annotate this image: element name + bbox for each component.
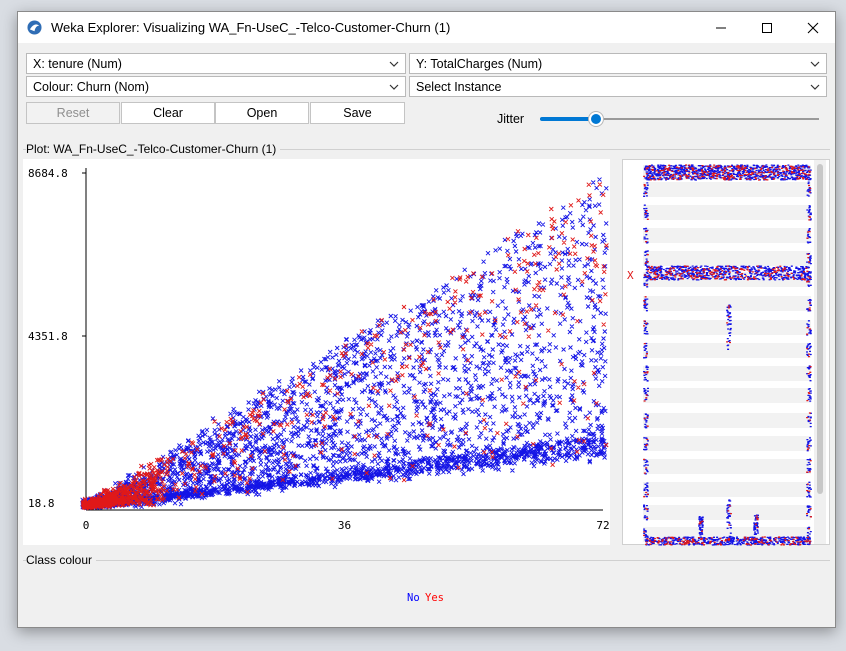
y-axis-select-value: Y: TotalCharges (Num) xyxy=(416,57,543,71)
attribute-bar-bg[interactable] xyxy=(643,296,811,311)
attribute-bar-bg[interactable] xyxy=(643,482,811,497)
attribute-points-yes[interactable] xyxy=(643,164,812,546)
colour-select-value: Colour: Churn (Nom) xyxy=(33,80,150,94)
weka-window: Weka Explorer: Visualizing WA_Fn-UseC_-T… xyxy=(17,11,836,628)
attribute-bars[interactable]: X xyxy=(623,160,831,546)
close-button[interactable] xyxy=(790,12,835,43)
jitter-slider-thumb[interactable] xyxy=(588,112,603,126)
close-icon xyxy=(807,22,819,33)
attribute-bar-bg[interactable] xyxy=(643,320,811,335)
minimize-button[interactable] xyxy=(698,12,744,43)
y-tick-label: 4351.8 xyxy=(28,330,68,343)
attribute-bars-panel[interactable]: X xyxy=(622,159,831,546)
minimize-icon xyxy=(716,27,726,28)
selected-attribute-marker: X xyxy=(627,269,634,282)
maximize-button[interactable] xyxy=(744,12,790,43)
title-bar: Weka Explorer: Visualizing WA_Fn-UseC_-T… xyxy=(18,12,835,43)
plot-group-label: Plot: WA_Fn-UseC_-Telco-Customer-Churn (… xyxy=(26,142,281,156)
attribute-bar-bg[interactable] xyxy=(643,228,811,243)
attribute-bar-row[interactable] xyxy=(643,182,811,197)
attribute-bar-bg[interactable] xyxy=(643,413,811,428)
attribute-bar-row[interactable] xyxy=(643,413,811,428)
instance-select-value: Select Instance xyxy=(416,80,502,94)
chevron-down-icon xyxy=(389,61,399,67)
attribute-bar-bg[interactable] xyxy=(643,459,811,474)
weka-app-icon xyxy=(27,20,42,35)
attribute-bar-bg[interactable] xyxy=(643,205,811,220)
jitter-slider-fill xyxy=(540,117,596,121)
attribute-bar-row[interactable] xyxy=(643,436,811,451)
x-tick-label: 72 xyxy=(596,519,609,532)
chevron-down-icon xyxy=(810,84,820,90)
attribute-bar-row[interactable] xyxy=(643,251,811,266)
x-axis-select-value: X: tenure (Num) xyxy=(33,57,122,71)
attribute-bar-row[interactable] xyxy=(643,296,811,311)
legend-yes[interactable]: Yes xyxy=(425,592,444,604)
attribute-bar-bg[interactable] xyxy=(643,436,811,451)
x-axis-select[interactable]: X: tenure (Num) xyxy=(26,53,406,74)
attribute-bar-row[interactable] xyxy=(643,343,811,358)
attribute-bar-row[interactable] xyxy=(643,366,811,381)
attribute-bar-bg[interactable] xyxy=(643,366,811,381)
y-tick-label: 18.8 xyxy=(28,497,55,510)
scatter-plot-panel[interactable]: 18.8 4351.8 8684.8 0 36 72 xyxy=(23,159,610,545)
legend-no[interactable]: No xyxy=(407,592,420,604)
open-button[interactable]: Open xyxy=(215,102,309,124)
maximize-icon xyxy=(762,22,772,33)
x-tick-label: 36 xyxy=(338,519,351,532)
side-panel-scrollbar[interactable] xyxy=(814,160,826,544)
reset-button[interactable]: Reset xyxy=(26,102,120,124)
attribute-bar-row[interactable] xyxy=(643,320,811,335)
attribute-bar-row[interactable] xyxy=(643,228,811,243)
plot-group-border xyxy=(23,149,830,150)
colour-select[interactable]: Colour: Churn (Nom) xyxy=(26,76,406,97)
y-tick-label: 8684.8 xyxy=(28,167,68,180)
window-title: Weka Explorer: Visualizing WA_Fn-UseC_-T… xyxy=(51,20,451,35)
attribute-bar-row[interactable] xyxy=(643,388,811,403)
jitter-slider[interactable] xyxy=(540,112,819,126)
save-button[interactable]: Save xyxy=(310,102,405,124)
x-tick-label: 0 xyxy=(83,519,90,532)
chevron-down-icon xyxy=(389,84,399,90)
attribute-bar-bg[interactable] xyxy=(643,182,811,197)
attribute-bar-bg[interactable] xyxy=(643,251,811,266)
attribute-bar-row[interactable] xyxy=(643,205,811,220)
attribute-bar-row[interactable] xyxy=(643,459,811,474)
series-yes-points xyxy=(80,182,609,511)
class-colour-group-border xyxy=(23,560,830,561)
scatter-plot[interactable]: 18.8 4351.8 8684.8 0 36 72 xyxy=(23,159,610,545)
y-axis-select[interactable]: Y: TotalCharges (Num) xyxy=(409,53,827,74)
attribute-bar-bg[interactable] xyxy=(643,388,811,403)
attribute-bar-row[interactable] xyxy=(643,482,811,497)
class-colour-label: Class colour xyxy=(26,553,97,567)
chevron-down-icon xyxy=(810,61,820,67)
attribute-bar-bg[interactable] xyxy=(643,343,811,358)
scrollbar-thumb[interactable] xyxy=(817,164,823,494)
clear-button[interactable]: Clear xyxy=(121,102,215,124)
instance-select[interactable]: Select Instance xyxy=(409,76,827,97)
jitter-label: Jitter xyxy=(497,112,525,126)
